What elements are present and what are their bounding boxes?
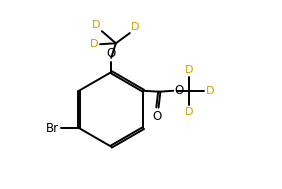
Text: O: O	[174, 84, 183, 97]
Text: D: D	[131, 22, 140, 32]
Text: D: D	[90, 39, 98, 49]
Text: D: D	[92, 20, 100, 30]
Text: D: D	[185, 65, 193, 75]
Text: Br: Br	[46, 122, 60, 135]
Text: O: O	[107, 47, 116, 60]
Text: D: D	[206, 86, 214, 96]
Text: D: D	[185, 107, 193, 117]
Text: O: O	[153, 110, 162, 123]
